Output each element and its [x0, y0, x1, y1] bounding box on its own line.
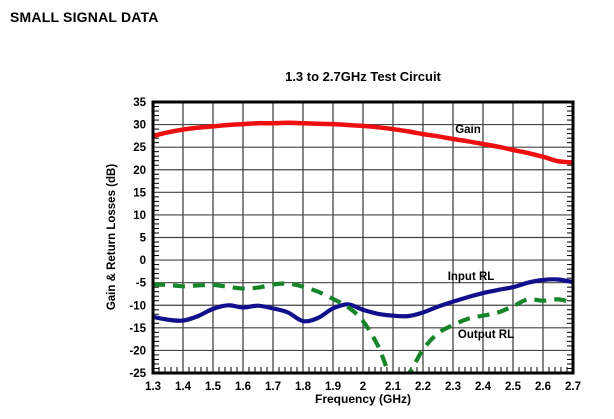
x-tick-label: 2.4: [475, 381, 492, 393]
x-tick-label: 2: [360, 381, 366, 393]
curve-gain: [153, 120, 573, 165]
y-tick-label: 25: [133, 142, 146, 154]
x-tick-label: 1.4: [175, 381, 192, 393]
x-tick-label: 1.9: [325, 381, 341, 393]
series-label-output-rl: Output RL: [457, 329, 515, 342]
x-tick-label: 1.7: [265, 381, 281, 393]
chart-title: 1.3 to 2.7GHz Test Circuit: [285, 69, 441, 84]
y-tick-label: 0: [140, 255, 146, 267]
x-tick-label: 2.1: [385, 381, 402, 393]
curve-output-rl: [153, 281, 573, 373]
x-tick-label: 1.3: [145, 381, 161, 393]
x-tick-label: 2.5: [505, 381, 522, 393]
x-tick-label: 2.6: [535, 381, 551, 393]
y-tick-label: -25: [129, 368, 146, 380]
series-label-gain: Gain: [455, 123, 481, 136]
x-axis-title: Frequency (GHz): [314, 392, 411, 406]
x-tick-label: 1.5: [205, 381, 222, 393]
x-tick-label: 1.6: [235, 381, 251, 393]
y-tick-label: -15: [129, 323, 146, 335]
x-tick-label: 2.3: [445, 381, 461, 393]
x-tick-label: 1.8: [295, 381, 312, 393]
x-tick-label: 2.2: [415, 381, 431, 393]
y-tick-label: 10: [133, 210, 146, 222]
y-tick-label: 20: [133, 165, 146, 177]
x-tick-label: 2.7: [565, 381, 581, 393]
y-tick-label: 30: [133, 120, 146, 132]
y-tick-label: 15: [133, 187, 146, 199]
curve-input-rl: [153, 277, 573, 324]
y-tick-label: -10: [129, 300, 146, 312]
series-label-input-rl: Input RL: [447, 271, 495, 284]
y-tick-label: 5: [140, 233, 147, 245]
page-title: SMALL SIGNAL DATA: [10, 9, 159, 25]
y-tick-label: 35: [133, 97, 146, 109]
y-tick-label: -20: [129, 345, 146, 357]
y-tick-label: -5: [136, 278, 147, 290]
